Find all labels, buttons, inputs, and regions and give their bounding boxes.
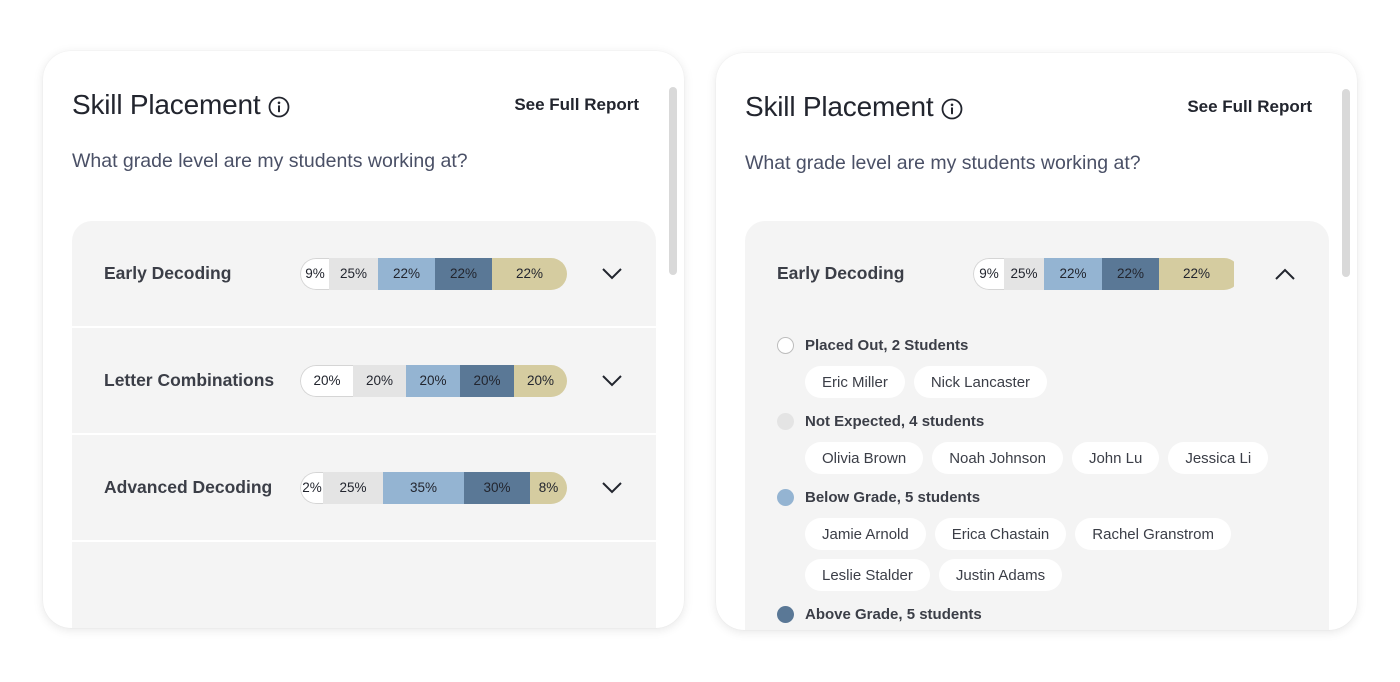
student-chip[interactable]: Noah Johnson [932,442,1063,474]
student-chips: Eric Miller Nick Lancaster [777,366,1317,398]
segment-above-grade: 30% [464,471,530,504]
scrollbar-thumb[interactable] [669,87,677,275]
student-chip[interactable]: Olivia Brown [805,442,924,474]
student-chip[interactable]: John Lu [1071,442,1160,474]
card-subtitle: What grade level are my students working… [72,150,468,172]
skill-list: Early Decoding 9% 25% 22% 22% 22% Placed… [745,221,1329,630]
segment-below-grade: 20% [406,364,460,397]
info-circle-icon[interactable] [268,96,290,118]
skill-name: Early Decoding [104,263,232,283]
student-chip[interactable]: Eric Miller [805,366,905,398]
student-chips: Olivia Brown Noah Johnson John Lu Jessic… [777,442,1317,474]
skill-placement-card-expanded: Skill Placement See Full Report What gra… [716,53,1357,630]
segment-on-grade: 22% [492,257,567,290]
card-header: Skill Placement See Full Report [72,89,639,121]
see-full-report-link[interactable]: See Full Report [1187,97,1312,116]
card-header: Skill Placement See Full Report [745,91,1312,123]
segment-below-grade: 22% [1044,257,1102,290]
student-chip[interactable]: Nick Lancaster [913,366,1048,398]
segment-above-grade: 22% [435,257,492,290]
card-subtitle: What grade level are my students working… [745,152,1141,174]
title-wrap: Skill Placement [745,91,963,123]
student-chip[interactable]: Rachel Granstrom [1075,518,1231,550]
segment-placed-out: 9% [973,257,1004,290]
segment-above-grade: 22% [1102,257,1159,290]
chevron-down-icon[interactable] [600,369,624,393]
placement-bar: 9% 25% 22% 22% 22% [973,257,1240,290]
card-title: Skill Placement [72,89,261,120]
group-label: Placed Out, 2 Students [805,336,969,354]
chevron-down-icon[interactable] [600,476,624,500]
segment-above-grade: 20% [460,364,514,397]
info-circle-icon[interactable] [941,98,963,120]
segment-on-grade: 20% [514,364,567,397]
placement-bar: 2% 25% 35% 30% 8% [300,471,567,504]
placement-bar: 9% 25% 22% 22% 22% [300,257,567,290]
see-full-report-link[interactable]: See Full Report [514,95,639,114]
segment-below-grade: 35% [383,471,464,504]
segment-placed-out: 2% [300,471,323,504]
student-chip[interactable]: Erica Chastain [934,518,1067,550]
above-grade-dot-icon [777,605,794,623]
skill-name: Letter Combinations [104,370,275,390]
group-label: Below Grade, 5 students [805,488,981,506]
student-chip[interactable]: Leslie Stalder [805,559,930,591]
skill-name: Advanced Decoding [104,477,273,497]
not-expected-dot-icon [777,412,794,430]
group-below-grade: Below Grade, 5 students [777,478,1329,516]
segment-placed-out: 9% [300,257,329,290]
skill-row-early-decoding[interactable]: Early Decoding 9% 25% 22% 22% 22% [745,221,1329,326]
title-wrap: Skill Placement [72,89,290,121]
group-above-grade: Above Grade, 5 students [777,595,1329,630]
segment-on-grade: 8% [530,471,567,504]
placed-out-dot-icon [777,336,794,354]
group-label: Above Grade, 5 students [805,605,982,623]
chevron-up-icon[interactable] [1273,262,1297,286]
scrollbar-thumb[interactable] [1342,89,1350,277]
group-placed-out: Placed Out, 2 Students [777,326,1329,364]
skill-list: Early Decoding 9% 25% 22% 22% 22% Letter… [72,221,656,628]
skill-row-letter-combinations[interactable]: Letter Combinations 20% 20% 20% 20% 20% [72,328,656,435]
segment-not-expected: 25% [329,257,378,290]
skill-row-early-decoding[interactable]: Early Decoding 9% 25% 22% 22% 22% [72,221,656,328]
student-groups: Placed Out, 2 Students Eric Miller Nick … [745,326,1329,630]
group-not-expected: Not Expected, 4 students [777,402,1329,440]
segment-below-grade: 22% [378,257,435,290]
segment-not-expected: 25% [323,471,383,504]
skill-name: Early Decoding [777,263,905,283]
student-chip[interactable]: Jessica Li [1168,442,1269,474]
placement-bar: 20% 20% 20% 20% 20% [300,364,567,397]
segment-on-grade: 22% [1159,257,1234,290]
segment-not-expected: 20% [353,364,406,397]
card-title: Skill Placement [745,91,934,122]
below-grade-dot-icon [777,488,794,506]
skill-row-advanced-decoding[interactable]: Advanced Decoding 2% 25% 35% 30% 8% [72,435,656,542]
chevron-down-icon[interactable] [600,262,624,286]
group-label: Not Expected, 4 students [805,412,985,430]
segment-placed-out: 20% [300,364,353,397]
segment-not-expected: 25% [1004,257,1044,290]
student-chip[interactable]: Jamie Arnold [805,518,926,550]
student-chips: Jamie Arnold Erica Chastain Rachel Grans… [777,518,1317,591]
skill-placement-card-collapsed: Skill Placement See Full Report What gra… [43,51,684,628]
student-chip[interactable]: Justin Adams [938,559,1063,591]
